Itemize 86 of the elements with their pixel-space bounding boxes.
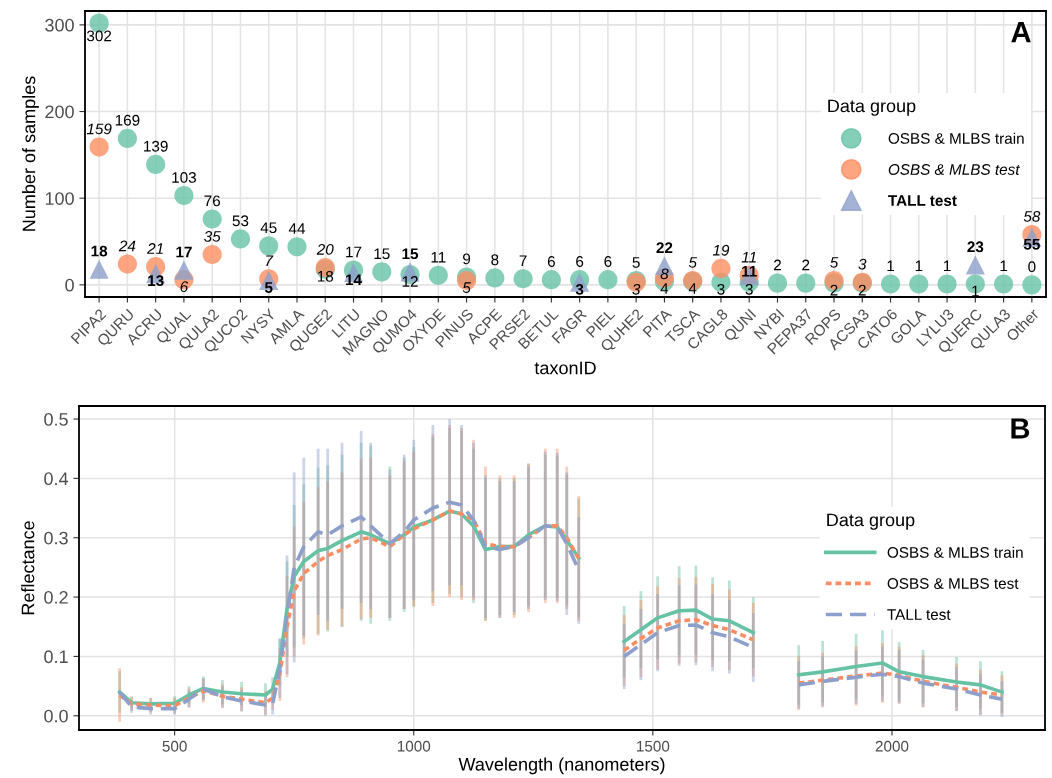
data-label: 53 <box>232 215 249 227</box>
x-tick-label: 1500 <box>637 740 670 752</box>
data-label: 24 <box>118 240 136 252</box>
y-axis-title: Number of samples <box>22 76 39 231</box>
data-label: 15 <box>374 248 390 260</box>
data-label: 17 <box>176 246 192 258</box>
data-label: 21 <box>147 243 163 254</box>
data-label: 103 <box>172 172 196 183</box>
legend-label: TALL test <box>887 609 951 620</box>
y-tick-label: 200 <box>45 105 74 119</box>
data-label: 2 <box>858 284 866 296</box>
data-label: 8 <box>491 254 499 266</box>
data-label: 20 <box>316 243 334 255</box>
data-label: 18 <box>91 245 108 257</box>
data-label: 44 <box>288 223 306 234</box>
data-label: 159 <box>86 123 112 135</box>
x-tick-label: 2000 <box>875 740 909 752</box>
data-label: 1 <box>972 285 979 297</box>
legend-title: Data group <box>828 99 916 116</box>
annotation: B <box>1011 418 1030 439</box>
data-label: 302 <box>86 30 112 42</box>
data-label: 5 <box>688 257 697 268</box>
data-label: 139 <box>144 140 168 152</box>
data-label: 3 <box>632 283 641 295</box>
data-label: 45 <box>260 222 277 234</box>
data-label: 6 <box>547 256 555 267</box>
data-label: 2 <box>802 259 810 271</box>
data-label: 2 <box>830 284 838 296</box>
data-label: 58 <box>1023 211 1041 222</box>
y-tick-label: 300 <box>45 18 74 32</box>
data-label: 3 <box>858 258 867 270</box>
data-label: 17 <box>346 246 362 258</box>
legend-label: OSBS & MLBS test <box>888 164 1021 175</box>
data-label: 11 <box>742 266 757 277</box>
data-label: 15 <box>402 248 419 260</box>
y-tick-label: 0.1 <box>44 650 68 664</box>
data-label: 76 <box>204 195 221 207</box>
data-label: 1 <box>887 260 895 272</box>
data-label: 1 <box>1000 260 1008 272</box>
data-label: 4 <box>660 283 669 294</box>
legend-label: TALL test <box>888 195 957 206</box>
data-label: 1 <box>915 260 923 272</box>
data-label: 55 <box>1023 238 1040 250</box>
y-tick-label: 0.0 <box>44 709 68 723</box>
data-label: 12 <box>402 276 418 287</box>
data-label: 22 <box>656 242 673 253</box>
data-label: 2 <box>774 259 781 271</box>
y-tick-label: 0.2 <box>44 591 68 604</box>
y-tick-label: 0.3 <box>44 531 68 545</box>
data-label: 8 <box>660 268 669 280</box>
y-tick-label: 0.4 <box>44 472 69 486</box>
data-label: 7 <box>266 255 274 266</box>
data-label: 6 <box>576 256 584 267</box>
y-tick-label: 100 <box>45 192 74 205</box>
data-label: 5 <box>462 282 471 293</box>
data-label: 5 <box>632 257 640 268</box>
legend-title: Data group <box>827 513 915 530</box>
data-label: 5 <box>830 257 839 268</box>
y-axis-title: Reflectance <box>21 521 35 615</box>
data-label: 6 <box>180 281 189 293</box>
x-axis-title: Wavelength (nanometers) <box>458 757 665 775</box>
data-label: 13 <box>148 275 164 287</box>
x-axis-title: taxonID <box>534 361 596 375</box>
y-tick-label: 0 <box>65 278 74 292</box>
data-label: 11 <box>741 251 756 263</box>
data-label: 169 <box>115 114 140 126</box>
data-label: 1 <box>943 260 951 272</box>
y-tick-label: 0.5 <box>44 412 68 426</box>
data-label: 11 <box>431 251 446 263</box>
data-label: 5 <box>264 282 273 293</box>
data-label: 23 <box>967 241 984 253</box>
data-label: 7 <box>519 255 527 266</box>
legend-label: OSBS & MLBS test <box>887 578 1019 589</box>
data-label: 0 <box>1028 261 1036 273</box>
data-label: 9 <box>463 253 471 265</box>
data-label: 6 <box>604 256 612 267</box>
annotation: A <box>1011 22 1031 43</box>
data-label: 3 <box>575 283 584 295</box>
data-label: 18 <box>317 270 334 282</box>
legend-label: OSBS & MLBS train <box>887 546 1023 558</box>
x-tick-label: 1000 <box>397 740 431 752</box>
data-label: 19 <box>712 244 730 256</box>
legend-label: OSBS & MLBS train <box>888 132 1024 144</box>
x-tick-label: 500 <box>162 740 187 752</box>
data-label: 35 <box>204 230 221 242</box>
data-label: 14 <box>345 274 362 286</box>
